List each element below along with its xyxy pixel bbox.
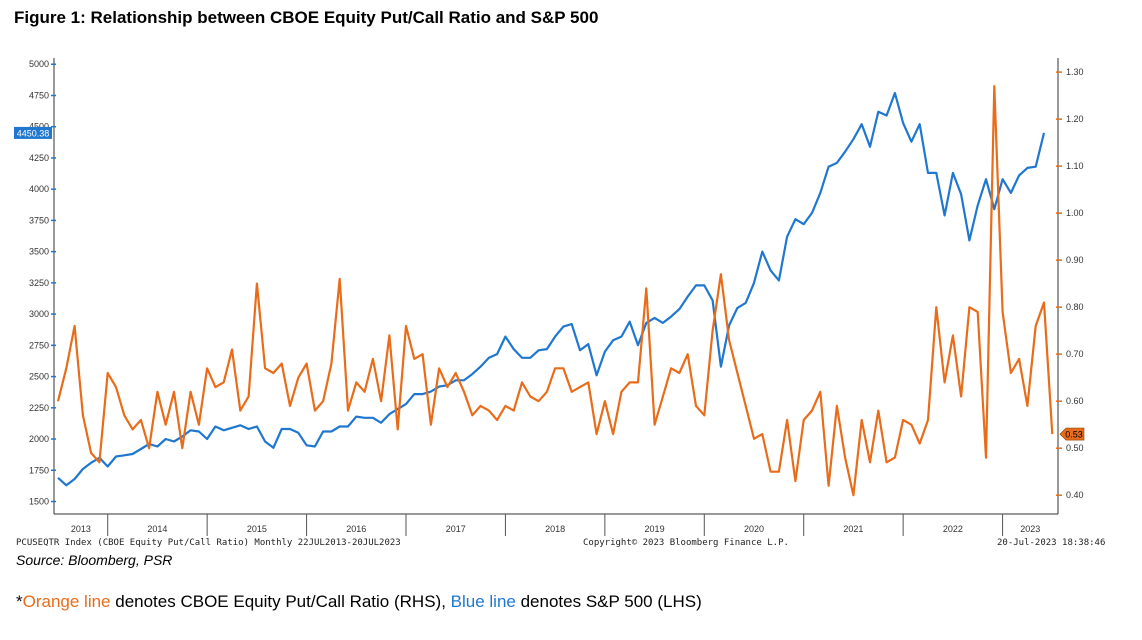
left-tick-label: 2250 — [29, 403, 49, 413]
left-tick-label: 4500 — [29, 122, 49, 132]
left-axis: 1500 1750 2000 2250 2500 2750 3000 3250 3500 3750… — [29, 58, 56, 514]
right-tick-label: 0.40 — [1066, 490, 1084, 500]
putcall-ratio-line — [56, 85, 1054, 497]
right-tick-label: 1.10 — [1066, 161, 1084, 171]
left-tick-label: 4750 — [29, 90, 49, 100]
right-tick-label: 1.20 — [1066, 114, 1084, 124]
year-label: 2022 — [943, 524, 963, 534]
footer-timestamp: 20-Jul-2023 18:38:46 — [997, 538, 1106, 548]
left-tick-label: 4000 — [29, 184, 49, 194]
left-tick-label: 4250 — [29, 153, 49, 163]
note-suffix: denotes S&P 500 (LHS) — [515, 592, 702, 611]
right-tick-label: 0.60 — [1066, 396, 1084, 406]
right-tick-label: 0.50 — [1066, 443, 1084, 453]
year-label: 2017 — [446, 524, 466, 534]
right-tick-label: 1.00 — [1066, 208, 1084, 218]
x-axis: 2013 2014 2015 2016 2017 2018 2019 2020 2021 2022… — [54, 513, 1058, 536]
left-tick-label: 3750 — [29, 215, 49, 225]
left-tick-label: 1500 — [29, 497, 49, 507]
year-label: 2019 — [645, 524, 665, 534]
year-label: 2013 — [71, 524, 91, 534]
left-tick-label: 2750 — [29, 340, 49, 350]
last-value-badges: 4450.38 0.53 — [14, 126, 1085, 441]
year-label: 2021 — [843, 524, 863, 534]
year-label: 2015 — [247, 524, 267, 534]
right-tick-label: 0.80 — [1066, 302, 1084, 312]
footer-index-info: PCUSEQTR Index (CBOE Equity Put/Call Rat… — [16, 538, 401, 548]
chart-area: 1500 1750 2000 2250 2500 2750 3000 3250 3500 3750… — [14, 58, 1085, 536]
putcall-last-badge — [1059, 427, 1085, 441]
note-prefix: * — [16, 592, 23, 611]
source-note: Source: Bloomberg, PSR — [16, 552, 173, 568]
left-tick-label: 3500 — [29, 247, 49, 257]
legend-note: *Orange line denotes CBOE Equity Put/Cal… — [16, 592, 702, 612]
sp500-last-badge — [14, 126, 52, 139]
year-label: 2020 — [744, 524, 764, 534]
year-label: 2016 — [346, 524, 366, 534]
year-label: 2023 — [1020, 524, 1040, 534]
left-tick-label: 2000 — [29, 434, 49, 444]
note-mid-text: denotes CBOE Equity Put/Call Ratio (RHS)… — [110, 592, 451, 611]
chart-title: Figure 1: Relationship between CBOE Equi… — [14, 8, 599, 27]
right-tick-label: 1.30 — [1066, 67, 1084, 77]
right-axis: 0.40 0.50 0.60 0.70 0.80 0.90 1.00 1.10 1.20 1.30 — [1056, 58, 1084, 514]
right-tick-label: 0.90 — [1066, 255, 1084, 265]
left-tick-label: 2500 — [29, 372, 49, 382]
note-orange-label: Orange line — [22, 592, 111, 611]
left-tick-label: 5000 — [29, 59, 49, 69]
year-label: 2014 — [147, 524, 167, 534]
note-blue-label: Blue line — [450, 592, 516, 611]
left-tick-label: 3250 — [29, 278, 49, 288]
left-tick-label: 1750 — [29, 465, 49, 475]
year-label: 2018 — [545, 524, 565, 534]
sp500-last-value: 4450.38 — [17, 128, 50, 138]
left-tick-label: 3000 — [29, 309, 49, 319]
putcall-last-value: 0.53 — [1065, 430, 1083, 440]
sp500-line — [57, 91, 1046, 487]
right-tick-label: 0.70 — [1066, 349, 1084, 359]
series-layer — [56, 85, 1054, 497]
footer-copyright: Copyright© 2023 Bloomberg Finance L.P. — [583, 538, 789, 548]
